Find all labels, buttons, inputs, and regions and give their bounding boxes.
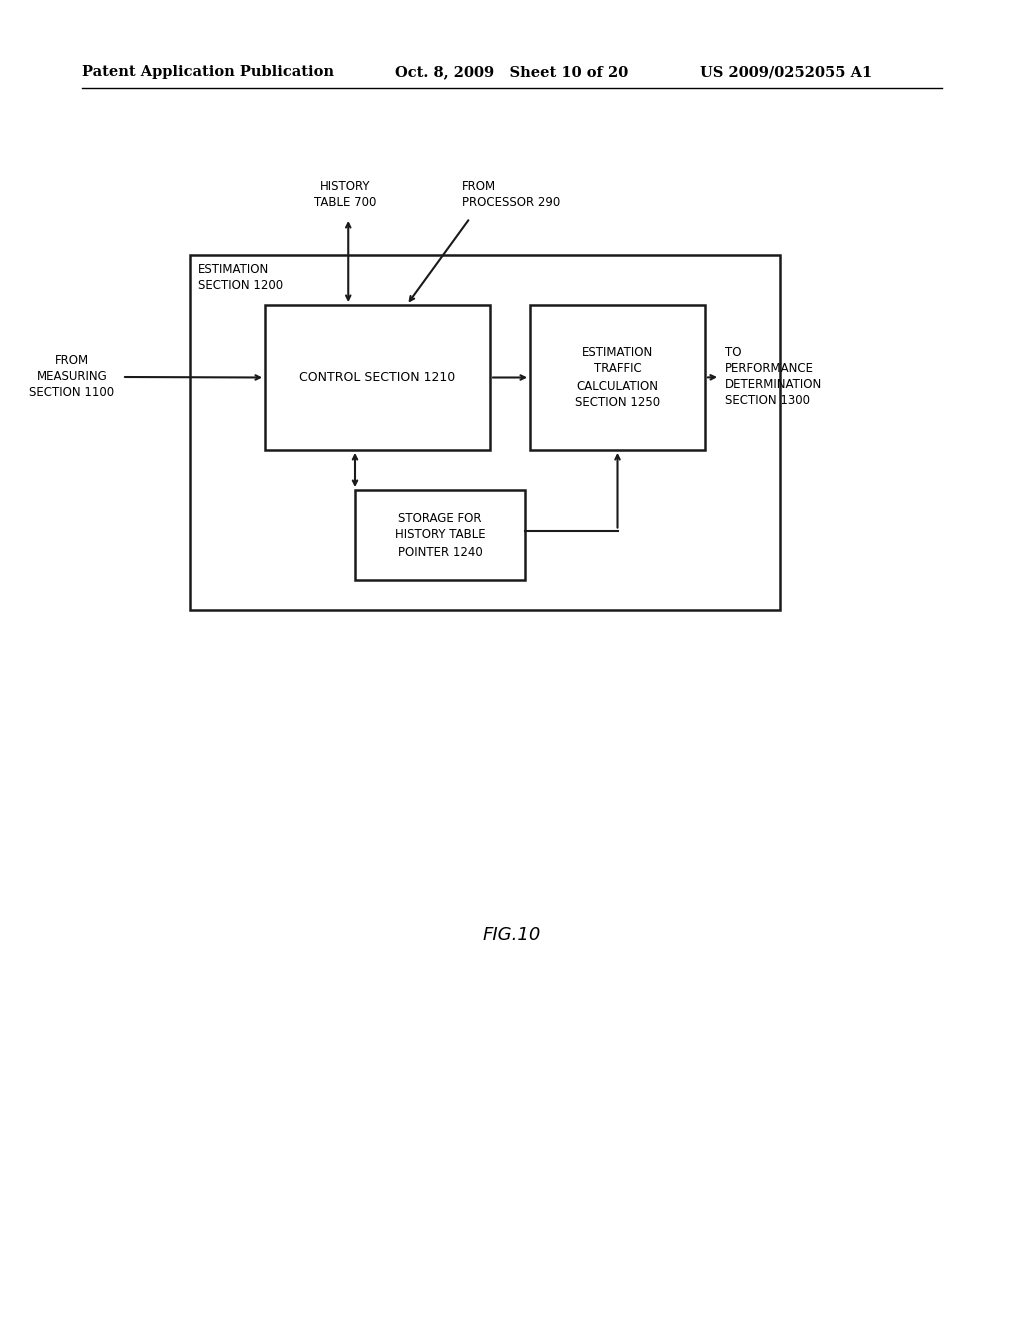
- Text: Patent Application Publication: Patent Application Publication: [82, 65, 334, 79]
- Text: ESTIMATION
SECTION 1200: ESTIMATION SECTION 1200: [198, 263, 283, 292]
- Bar: [265, 305, 490, 450]
- Bar: [530, 305, 705, 450]
- Text: Oct. 8, 2009   Sheet 10 of 20: Oct. 8, 2009 Sheet 10 of 20: [395, 65, 629, 79]
- Bar: [355, 490, 525, 579]
- Text: TO
PERFORMANCE
DETERMINATION
SECTION 1300: TO PERFORMANCE DETERMINATION SECTION 130…: [725, 346, 822, 408]
- Text: HISTORY
TABLE 700: HISTORY TABLE 700: [313, 180, 376, 209]
- Text: ESTIMATION
TRAFFIC
CALCULATION
SECTION 1250: ESTIMATION TRAFFIC CALCULATION SECTION 1…: [574, 346, 660, 409]
- Text: STORAGE FOR
HISTORY TABLE
POINTER 1240: STORAGE FOR HISTORY TABLE POINTER 1240: [394, 511, 485, 558]
- Text: FIG.10: FIG.10: [482, 927, 542, 944]
- Text: FROM
PROCESSOR 290: FROM PROCESSOR 290: [462, 180, 560, 209]
- Text: CONTROL SECTION 1210: CONTROL SECTION 1210: [299, 371, 456, 384]
- Text: FROM
MEASURING
SECTION 1100: FROM MEASURING SECTION 1100: [30, 355, 115, 400]
- Text: US 2009/0252055 A1: US 2009/0252055 A1: [700, 65, 872, 79]
- Bar: [190, 255, 780, 610]
